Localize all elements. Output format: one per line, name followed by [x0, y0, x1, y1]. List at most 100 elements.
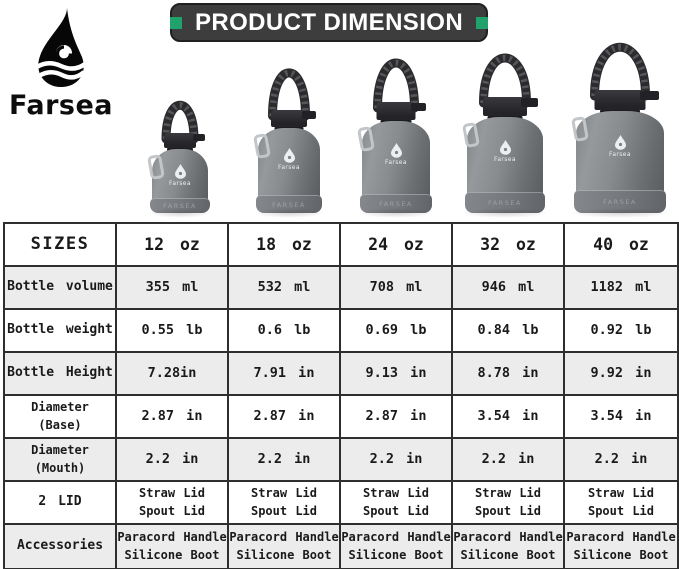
cell-text: Silicone Boot [124, 547, 220, 562]
silicone-boot: FARSEA [256, 195, 322, 213]
bottle-print-logo: Farsea [258, 148, 320, 171]
value-cell-r5-c1: 2.2 in [117, 439, 229, 482]
value-cell-r7-c2: Paracord Handle Silicone Boot [229, 525, 341, 568]
cell-text: 18 oz [256, 234, 312, 254]
paracord-handle-icon [373, 58, 419, 113]
cell-text: 0.69 lb [365, 321, 427, 338]
cell-text: Paracord Handle [341, 530, 451, 545]
value-cell-r5-c2: 2.2 in [229, 439, 341, 482]
cell-text: Straw Lid [474, 486, 542, 501]
cell-text: Bottle weight [7, 322, 113, 338]
header-cell-24-oz: 24 oz [341, 224, 453, 267]
row-label-bottle-height: Bottle Height [5, 353, 117, 396]
bottle-figure-18-oz: Farsea FARSEA [253, 68, 325, 218]
value-cell-r1-c3: 708 ml [341, 267, 453, 310]
dimension-table: SIZES 12 oz 18 oz 24 oz 32 oz 40 oz Bottle vol… [3, 222, 679, 569]
value-cell-r3-c1: 7.28in [117, 353, 229, 396]
value-cell-r1-c2: 532 ml [229, 267, 341, 310]
bottle-drop-icon [499, 140, 511, 155]
value-cell-r6-c4: Straw Lid Spout Lid [453, 482, 565, 525]
cell-text: 9.92 in [590, 364, 652, 381]
value-cell-r4-c2: 2.87 in [229, 396, 341, 439]
paracord-handle-icon [161, 101, 199, 144]
cell-text: 2.87 in [253, 407, 315, 424]
bottle-print-logo: Farsea [576, 135, 664, 158]
value-cell-r2-c1: 0.55 lb [117, 310, 229, 353]
value-cell-r2-c3: 0.69 lb [341, 310, 453, 353]
row-label-2-lid: 2 LID [5, 482, 117, 525]
value-cell-r6-c5: Straw Lid Spout Lid [565, 482, 677, 525]
bottle-print-name: Farsea [494, 156, 516, 163]
boot-label: FARSEA [603, 198, 637, 206]
value-cell-r7-c4: Paracord Handle Silicone Boot [453, 525, 565, 568]
value-cell-r6-c1: Straw Lid Spout Lid [117, 482, 229, 525]
bottle-print-logo: Farsea [467, 140, 543, 163]
brand-logo: Farsea [8, 8, 114, 121]
cell-text: Diameter [31, 400, 89, 415]
cell-text: 24 oz [368, 234, 424, 254]
value-cell-r2-c4: 0.84 lb [453, 310, 565, 353]
cell-text: Silicone Boot [348, 547, 444, 562]
value-cell-r3-c4: 8.78 in [453, 353, 565, 396]
cell-text: Spout Lid [474, 503, 542, 518]
value-cell-r7-c1: Paracord Handle Silicone Boot [117, 525, 229, 568]
value-cell-r4-c4: 3.54 in [453, 396, 565, 439]
bottle-print-name: Farsea [609, 151, 631, 158]
value-cell-r2-c5: 0.92 lb [565, 310, 677, 353]
bottle-drop-icon [390, 143, 402, 158]
boot-label: FARSEA [163, 202, 197, 210]
bottle-figure-12-oz: Farsea FARSEA [147, 101, 213, 218]
cell-text: 2.2 in [257, 450, 311, 467]
cell-text: 7.91 in [253, 364, 315, 381]
row-label-bottle-volume: Bottle volume [5, 267, 117, 310]
cell-text: (Base) [38, 417, 82, 432]
cell-text: 12 oz [144, 234, 200, 254]
value-cell-r4-c3: 2.87 in [341, 396, 453, 439]
value-cell-r4-c5: 3.54 in [565, 396, 677, 439]
brand-name: Farsea [9, 90, 113, 121]
water-drop-icon [35, 8, 87, 87]
value-cell-r3-c3: 9.13 in [341, 353, 453, 396]
value-cell-r4-c1: 2.87 in [117, 396, 229, 439]
cell-text: Paracord Handle [117, 530, 227, 545]
cell-text: Silicone Boot [236, 547, 332, 562]
bottle-figure-40-oz: Farsea FARSEA [568, 42, 672, 218]
bottle-print-logo: Farsea [362, 143, 430, 166]
page-title: PRODUCT DIMENSION [194, 8, 464, 36]
cell-text: Straw Lid [362, 486, 430, 501]
header-cell-sizes: SIZES [5, 224, 117, 267]
value-cell-r3-c5: 9.92 in [565, 353, 677, 396]
cell-text: Straw Lid [250, 486, 318, 501]
cell-text: Paracord Handle [453, 530, 563, 545]
value-cell-r1-c5: 1182 ml [565, 267, 677, 310]
cell-text: 532 ml [257, 278, 311, 295]
cell-text: 40 oz [593, 234, 649, 254]
cell-text: Paracord Handle [566, 530, 676, 545]
paracord-handle-icon [268, 68, 310, 121]
cell-text: Straw Lid [138, 486, 206, 501]
row-label-diameter: Diameter (Base) [5, 396, 117, 439]
row-label-bottle-weight: Bottle weight [5, 310, 117, 353]
cell-text: Spout Lid [138, 503, 206, 518]
cell-text: SIZES [30, 234, 90, 255]
cell-text: 355 ml [145, 278, 199, 295]
value-cell-r2-c2: 0.6 lb [229, 310, 341, 353]
bottle-print-name: Farsea [169, 180, 191, 187]
value-cell-r6-c3: Straw Lid Spout Lid [341, 482, 453, 525]
value-cell-r1-c4: 946 ml [453, 267, 565, 310]
row-label-diameter: Diameter (Mouth) [5, 439, 117, 482]
silicone-boot: FARSEA [465, 192, 545, 213]
bottle-figure-24-oz: Farsea FARSEA [356, 58, 436, 218]
cell-text: 2.2 in [145, 450, 199, 467]
cell-text: 708 ml [369, 278, 423, 295]
cell-text: 0.84 lb [477, 321, 539, 338]
boot-label: FARSEA [488, 199, 522, 207]
lid-spout [193, 134, 205, 141]
bottle-print-name: Farsea [385, 159, 407, 166]
cell-text: 2.87 in [365, 407, 427, 424]
straw-lid [271, 110, 307, 127]
lid-spout [640, 91, 659, 100]
cell-text: Bottle Height [7, 365, 113, 381]
header-cell-32-oz: 32 oz [453, 224, 565, 267]
